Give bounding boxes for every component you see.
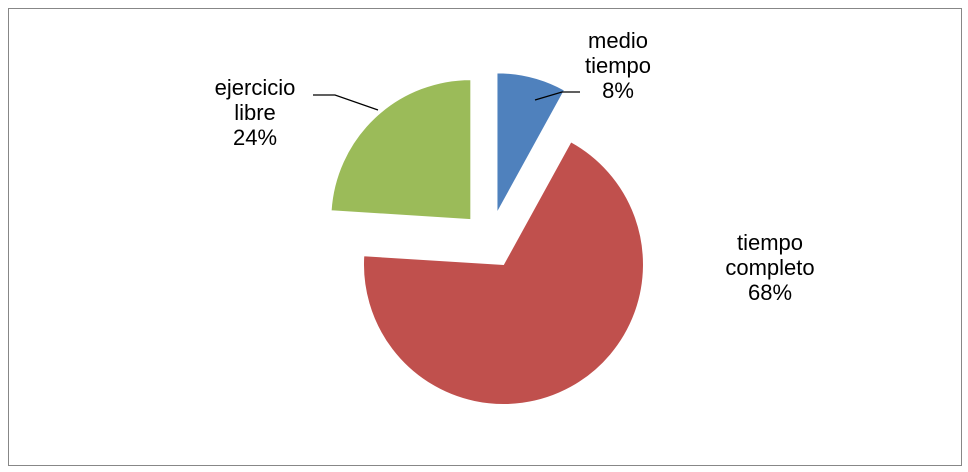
label-line: tiempo [585, 53, 651, 78]
slice-label: medio tiempo [585, 28, 651, 78]
label-line: ejercicio [215, 75, 296, 100]
value-label: 68% [748, 280, 792, 305]
pie-slice [362, 141, 644, 406]
slice-label: tiempo completo [725, 230, 814, 280]
leader-line [534, 91, 580, 101]
label-line: libre [234, 100, 276, 125]
leader-line [313, 94, 379, 111]
slice-label: ejercicio libre [215, 75, 296, 125]
pie-slice [496, 72, 566, 214]
label-line: completo [725, 255, 814, 280]
pie-slice [330, 79, 472, 221]
value-label: 24% [233, 125, 277, 150]
label-line: medio [588, 28, 648, 53]
value-label: 8% [602, 78, 634, 103]
label-line: tiempo [737, 230, 803, 255]
